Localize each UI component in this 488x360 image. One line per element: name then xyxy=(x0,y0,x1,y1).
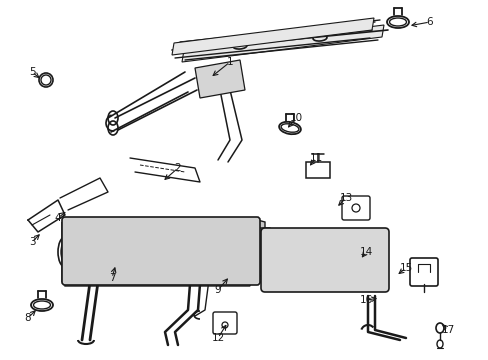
Text: 8: 8 xyxy=(24,313,31,323)
Text: 9: 9 xyxy=(214,285,221,295)
Text: 13: 13 xyxy=(339,193,352,203)
Ellipse shape xyxy=(61,242,69,262)
FancyBboxPatch shape xyxy=(261,228,388,292)
Text: 3: 3 xyxy=(29,237,35,247)
Polygon shape xyxy=(195,60,244,98)
Text: 12: 12 xyxy=(211,333,224,343)
Polygon shape xyxy=(172,18,373,55)
Text: 16: 16 xyxy=(359,295,372,305)
Text: 1: 1 xyxy=(226,57,233,67)
Bar xyxy=(305,162,329,178)
FancyBboxPatch shape xyxy=(62,217,260,285)
Polygon shape xyxy=(182,25,383,62)
Text: 6: 6 xyxy=(426,17,432,27)
Text: 5: 5 xyxy=(29,67,35,77)
Text: 10: 10 xyxy=(289,113,302,123)
Text: 17: 17 xyxy=(441,325,454,335)
Text: 2: 2 xyxy=(174,163,181,173)
Text: 11: 11 xyxy=(309,153,322,163)
Text: 14: 14 xyxy=(359,247,372,257)
Polygon shape xyxy=(62,218,264,286)
Text: 15: 15 xyxy=(399,263,412,273)
Text: 4: 4 xyxy=(55,213,61,223)
Text: 7: 7 xyxy=(108,273,115,283)
